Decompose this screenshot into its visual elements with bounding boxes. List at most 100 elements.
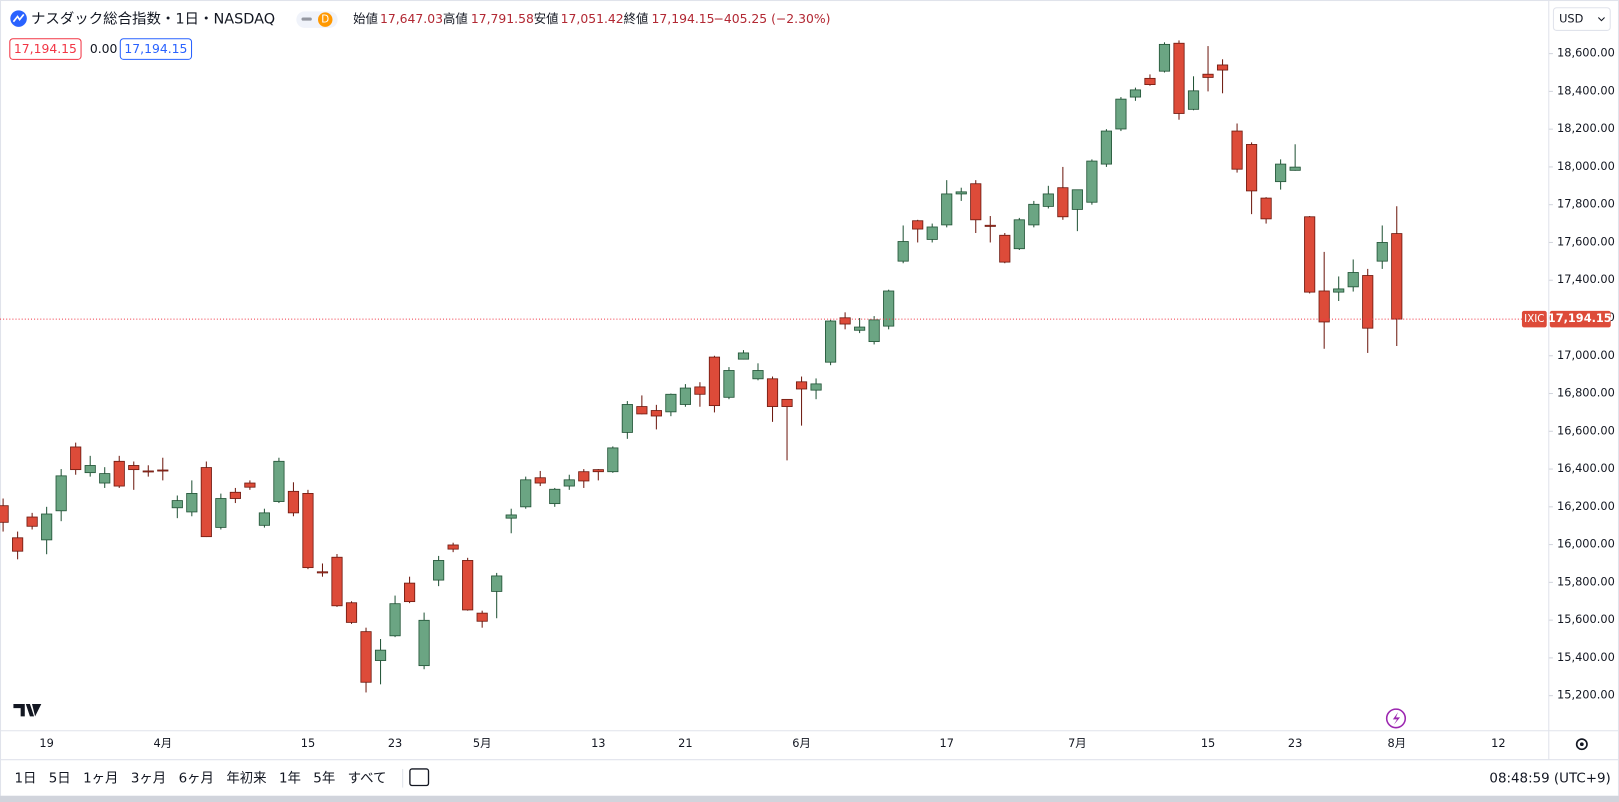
currency-caret — [1597, 17, 1605, 22]
candle-body — [128, 465, 140, 471]
y-tick-label: 17,400.00 — [1557, 272, 1615, 286]
date-range-icon[interactable] — [409, 768, 430, 787]
candle-body — [99, 473, 111, 484]
candle-body — [665, 393, 677, 413]
x-tick-label: 12 — [1491, 736, 1505, 750]
candle-body — [1216, 64, 1229, 71]
clock[interactable]: 08:48:59 (UTC+9) — [1489, 771, 1610, 786]
x-tick-label: 6月 — [792, 736, 811, 750]
candle-body — [999, 234, 1011, 263]
range-button[interactable]: 5日 — [49, 771, 71, 786]
x-tick-label: 8月 — [1387, 736, 1406, 750]
candle-body — [737, 352, 750, 360]
candle-body — [1158, 43, 1171, 72]
range-button[interactable]: 5年 — [313, 770, 335, 786]
candle-body — [374, 649, 387, 661]
candle-body — [1173, 42, 1185, 114]
candle-body — [839, 317, 851, 325]
settings-icon[interactable] — [1575, 738, 1588, 751]
candle-body — [200, 467, 212, 538]
candle-body — [1115, 98, 1127, 130]
range-button[interactable]: 1日 — [14, 771, 36, 786]
candle-body — [1318, 290, 1330, 323]
x-tick-label: 23 — [1288, 736, 1302, 750]
candle-body — [534, 477, 546, 484]
candle-body — [970, 183, 982, 221]
status-dash — [301, 17, 312, 21]
candle-body — [549, 488, 561, 505]
candle-body — [592, 469, 604, 473]
logo[interactable] — [13, 703, 42, 717]
candle-body — [1013, 219, 1025, 250]
candle-body — [70, 446, 82, 471]
candle-body — [955, 191, 967, 195]
candle-body — [636, 406, 648, 415]
ohlc-label: 始値 — [353, 11, 378, 26]
candle-body — [1086, 160, 1098, 203]
candle-body — [244, 482, 256, 488]
candle-body — [752, 370, 764, 380]
x-tick-label: 17 — [940, 736, 954, 750]
candle-body — [1362, 275, 1374, 329]
candle-body — [621, 404, 633, 433]
candle-body — [708, 356, 721, 407]
candle-body — [1028, 203, 1040, 226]
indicator-value: 17,194.15 — [14, 42, 77, 56]
symbol-tag-text: IXIC — [1524, 313, 1544, 325]
candle-body — [1042, 193, 1054, 207]
range-button[interactable]: 年初来 — [226, 770, 266, 786]
candle-body — [984, 224, 996, 227]
candle-body — [0, 505, 9, 523]
x-tick-label: 13 — [591, 736, 605, 750]
y-tick-label: 16,200.00 — [1557, 499, 1615, 513]
y-tick-label: 18,000.00 — [1557, 159, 1615, 173]
candle-body — [1246, 144, 1258, 192]
x-tick-label: 5月 — [473, 736, 492, 750]
y-tick-label: 18,200.00 — [1557, 121, 1615, 135]
events-glyph — [1392, 712, 1401, 725]
ohlc-value: 17,194.15 — [652, 12, 715, 26]
candle-body — [766, 378, 779, 407]
candle-body — [433, 560, 445, 581]
ohlc-value: 17,647.03 — [380, 12, 443, 26]
indicator-value: 0.00 — [90, 42, 118, 56]
range-button[interactable]: 3ヶ月 — [131, 771, 166, 786]
candle-body — [41, 513, 53, 541]
candle-body — [316, 571, 329, 574]
candle-body — [55, 475, 67, 512]
candle-body — [1187, 90, 1200, 110]
candle-body — [912, 220, 924, 230]
y-tick-label: 17,600.00 — [1557, 234, 1615, 248]
candle-body — [157, 469, 169, 472]
indicator-box — [9, 38, 82, 60]
candle-body — [84, 465, 96, 474]
candle-body — [1100, 130, 1112, 165]
candle-body — [926, 226, 938, 240]
candle-body — [142, 470, 154, 473]
x-tick-label: 7月 — [1068, 736, 1087, 750]
symbol-title[interactable]: ナスダック総合指数・1日・NASDAQ — [31, 11, 275, 28]
y-tick-label: 16,000.00 — [1557, 537, 1615, 551]
y-tick-label: 17,800.00 — [1557, 197, 1615, 211]
y-tick-label: 15,400.00 — [1557, 650, 1615, 664]
candle-body — [1275, 163, 1287, 183]
x-tick-label: 21 — [678, 736, 692, 750]
candle-body — [650, 410, 662, 417]
range-button[interactable]: 6ヶ月 — [179, 771, 214, 786]
candle-body — [345, 602, 358, 623]
y-tick-label: 17,000.00 — [1557, 348, 1615, 362]
range-button[interactable]: 1ヶ月 — [83, 771, 118, 786]
currency[interactable]: USD — [1559, 12, 1584, 26]
bottom-border — [0, 795, 1619, 802]
candle-body — [389, 603, 401, 637]
y-tick-label: 15,200.00 — [1557, 688, 1615, 702]
currency-select[interactable] — [1552, 7, 1611, 31]
candle-body — [607, 447, 619, 473]
symbol-tag — [1521, 310, 1547, 328]
range-button[interactable]: すべて — [348, 770, 387, 786]
y-tick-label: 16,600.00 — [1557, 423, 1615, 437]
range-button[interactable]: 1年 — [279, 770, 301, 786]
candle-body — [476, 612, 488, 622]
y-tick-label: 16,800.00 — [1557, 386, 1615, 400]
